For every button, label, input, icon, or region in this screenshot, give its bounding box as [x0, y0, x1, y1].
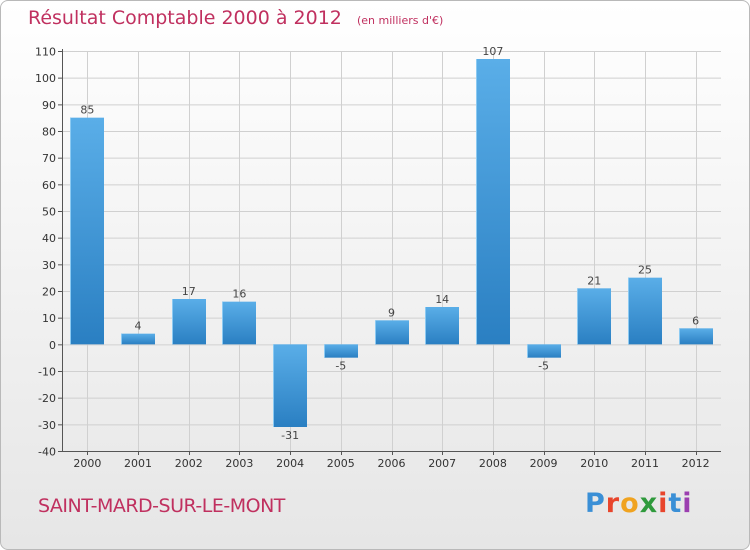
- logo-letter: x: [639, 488, 659, 519]
- bar-2007: [425, 307, 459, 345]
- x-tick-label-2009: 2009: [530, 457, 558, 470]
- y-tick-label: 10: [42, 312, 56, 325]
- axes: 1101009080706050403020100-10-20-30-40200…: [35, 46, 721, 470]
- value-label-2008: 107: [482, 45, 503, 58]
- x-tick-label-2005: 2005: [327, 457, 355, 470]
- bar-2006: [375, 320, 409, 345]
- logo-letter: r: [605, 488, 621, 519]
- logo-letter: i: [682, 488, 693, 519]
- y-tick-label: 30: [42, 259, 56, 272]
- value-label-2009: -5: [538, 360, 549, 373]
- value-label-2011: 25: [638, 264, 652, 277]
- x-tick-label-2004: 2004: [276, 457, 304, 470]
- y-tick-label: -30: [38, 419, 56, 432]
- value-label-2007: 14: [435, 293, 449, 306]
- bar-2001: [121, 333, 155, 345]
- grid-lines: [62, 51, 721, 452]
- value-label-2003: 16: [232, 288, 246, 301]
- logo-letter: t: [668, 488, 683, 519]
- logo-letter: P: [585, 488, 606, 519]
- bar-2009: [527, 344, 561, 358]
- value-label-2012: 6: [692, 314, 699, 327]
- chart-title: Résultat Comptable 2000 à 2012: [28, 7, 342, 29]
- bar-2008: [476, 59, 510, 345]
- y-tick-label: -10: [38, 366, 56, 379]
- chart-title-row: Résultat Comptable 2000 à 2012 (en milli…: [28, 7, 443, 29]
- x-tick-label-2007: 2007: [428, 457, 456, 470]
- y-tick-label: 100: [35, 72, 56, 85]
- x-tick-label-2011: 2011: [631, 457, 659, 470]
- x-tick-label-2001: 2001: [124, 457, 152, 470]
- y-tick-label: 0: [49, 339, 56, 352]
- y-tick-label: -20: [38, 392, 56, 405]
- x-tick-label-2006: 2006: [378, 457, 406, 470]
- x-tick-label-2000: 2000: [73, 457, 101, 470]
- chart-subtitle: (en milliers d'€): [356, 14, 444, 27]
- value-label-2006: 9: [388, 306, 395, 319]
- bars: [70, 59, 713, 427]
- commune-name: SAINT-MARD-SUR-LE-MONT: [38, 495, 285, 517]
- bar-2002: [172, 299, 206, 345]
- proxiti-logo[interactable]: Proxiti: [585, 488, 693, 519]
- bar-2011: [628, 277, 662, 345]
- logo-letter: i: [658, 488, 669, 519]
- y-tick-label: 80: [42, 126, 56, 139]
- value-label-2002: 17: [182, 285, 196, 298]
- y-tick-label: 40: [42, 232, 56, 245]
- bar-2003: [222, 301, 256, 345]
- value-label-2005: -5: [335, 360, 346, 373]
- y-tick-label: 60: [42, 179, 56, 192]
- bar-2012: [679, 328, 713, 345]
- bar-2010: [577, 288, 611, 345]
- data-labels: 85 4 17 16 -31 -5 9 14 107 -5 21 25 6: [80, 45, 699, 442]
- logo-letter: o: [620, 488, 640, 519]
- y-tick-label: 50: [42, 206, 56, 219]
- value-label-2001: 4: [135, 320, 142, 333]
- x-tick-label-2012: 2012: [682, 457, 710, 470]
- x-tick-label-2008: 2008: [479, 457, 507, 470]
- y-tick-label: 70: [42, 152, 56, 165]
- bar-2004: [273, 344, 307, 427]
- x-tick-label-2010: 2010: [580, 457, 608, 470]
- value-label-2010: 21: [587, 274, 601, 287]
- value-label-2004: -31: [281, 429, 299, 442]
- bar-2000: [70, 117, 104, 345]
- y-tick-label: 110: [35, 46, 56, 59]
- x-tick-label-2002: 2002: [175, 457, 203, 470]
- y-tick-label: 20: [42, 286, 56, 299]
- value-label-2000: 85: [80, 104, 94, 117]
- bar-2005: [324, 344, 358, 358]
- x-tick-label-2003: 2003: [225, 457, 253, 470]
- y-tick-label: -40: [38, 446, 56, 459]
- y-tick-label: 90: [42, 99, 56, 112]
